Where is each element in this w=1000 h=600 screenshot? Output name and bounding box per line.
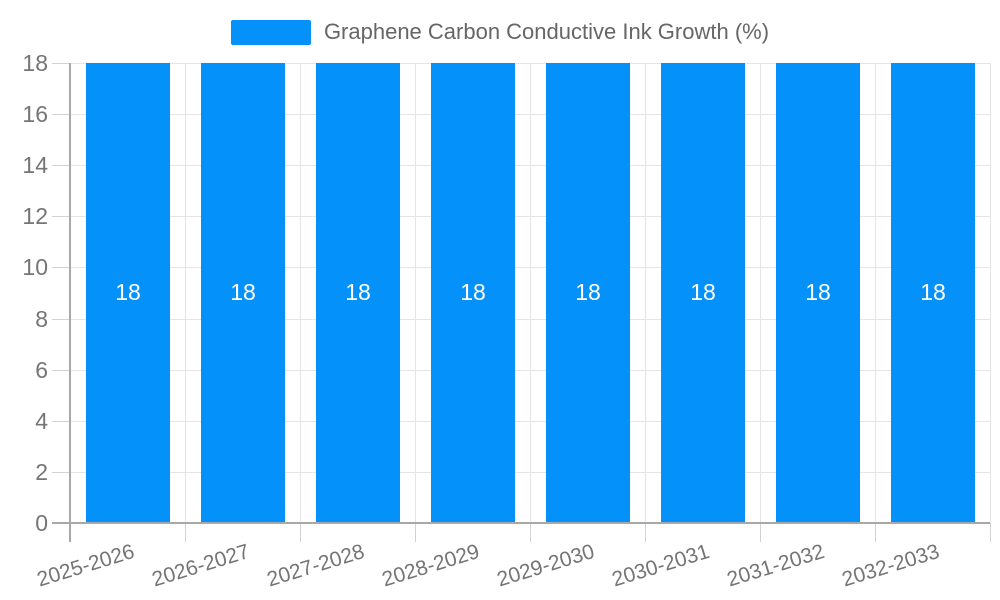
bar-value-label: 18 (920, 279, 946, 305)
y-tick-mark (52, 421, 70, 422)
legend: Graphene Carbon Conductive Ink Growth (%… (0, 19, 1000, 45)
x-axis-label: 2028-2029 (378, 540, 482, 592)
y-tick-mark (52, 114, 70, 115)
bar (776, 63, 860, 523)
y-tick-label: 10 (22, 254, 48, 280)
y-tick-mark (52, 319, 70, 320)
x-axis-label: 2030-2031 (608, 540, 712, 592)
y-tick-label: 12 (22, 203, 48, 229)
x-axis-line (52, 522, 990, 524)
x-gridline (300, 63, 301, 523)
bar (546, 63, 630, 523)
x-tick-mark (760, 523, 761, 542)
x-gridline (645, 63, 646, 523)
y-tick-label: 14 (22, 152, 48, 178)
bar (316, 63, 400, 523)
y-tick-mark (52, 472, 70, 473)
x-axis-label: 2025-2026 (33, 540, 137, 592)
bar (431, 63, 515, 523)
y-tick-mark (52, 216, 70, 217)
bar (201, 63, 285, 523)
x-axis-label: 2026-2027 (148, 540, 252, 592)
y-tick-label: 18 (22, 50, 48, 76)
bar-value-label: 18 (460, 279, 486, 305)
y-tick-label: 6 (35, 357, 48, 383)
x-gridline (530, 63, 531, 523)
x-tick-mark (990, 523, 991, 542)
bar-value-label: 18 (115, 279, 141, 305)
legend-swatch (230, 19, 311, 45)
x-tick-mark (530, 523, 531, 542)
x-gridline (415, 63, 416, 523)
y-tick-label: 2 (35, 459, 48, 485)
x-tick-mark (875, 523, 876, 542)
x-tick-mark (300, 523, 301, 542)
bar (661, 63, 745, 523)
legend-item[interactable]: Graphene Carbon Conductive Ink Growth (%… (230, 19, 770, 45)
y-tick-label: 16 (22, 101, 48, 127)
x-tick-mark (645, 523, 646, 542)
bar (86, 63, 170, 523)
y-tick-label: 4 (35, 408, 48, 434)
x-axis-label: 2027-2028 (263, 540, 367, 592)
y-tick-mark (52, 370, 70, 371)
legend-label: Graphene Carbon Conductive Ink Growth (%… (323, 19, 770, 44)
y-tick-label: 8 (35, 306, 48, 332)
bar-value-label: 18 (805, 279, 831, 305)
x-gridline (990, 63, 991, 523)
x-axis-label: 2031-2032 (723, 540, 827, 592)
bar-value-label: 18 (575, 279, 601, 305)
x-tick-mark (415, 523, 416, 542)
x-gridline (185, 63, 186, 523)
y-axis-line (69, 63, 71, 542)
bar-value-label: 18 (345, 279, 371, 305)
y-tick-mark (52, 63, 70, 64)
x-gridline (875, 63, 876, 523)
x-tick-mark (185, 523, 186, 542)
bar-value-label: 18 (230, 279, 256, 305)
x-gridline (760, 63, 761, 523)
y-tick-label: 0 (35, 510, 48, 536)
y-tick-mark (52, 165, 70, 166)
y-tick-mark (52, 267, 70, 268)
x-axis-label: 2029-2030 (493, 540, 597, 592)
x-axis-label: 2032-2033 (838, 540, 942, 592)
bar-value-label: 18 (690, 279, 716, 305)
bar (891, 63, 975, 523)
